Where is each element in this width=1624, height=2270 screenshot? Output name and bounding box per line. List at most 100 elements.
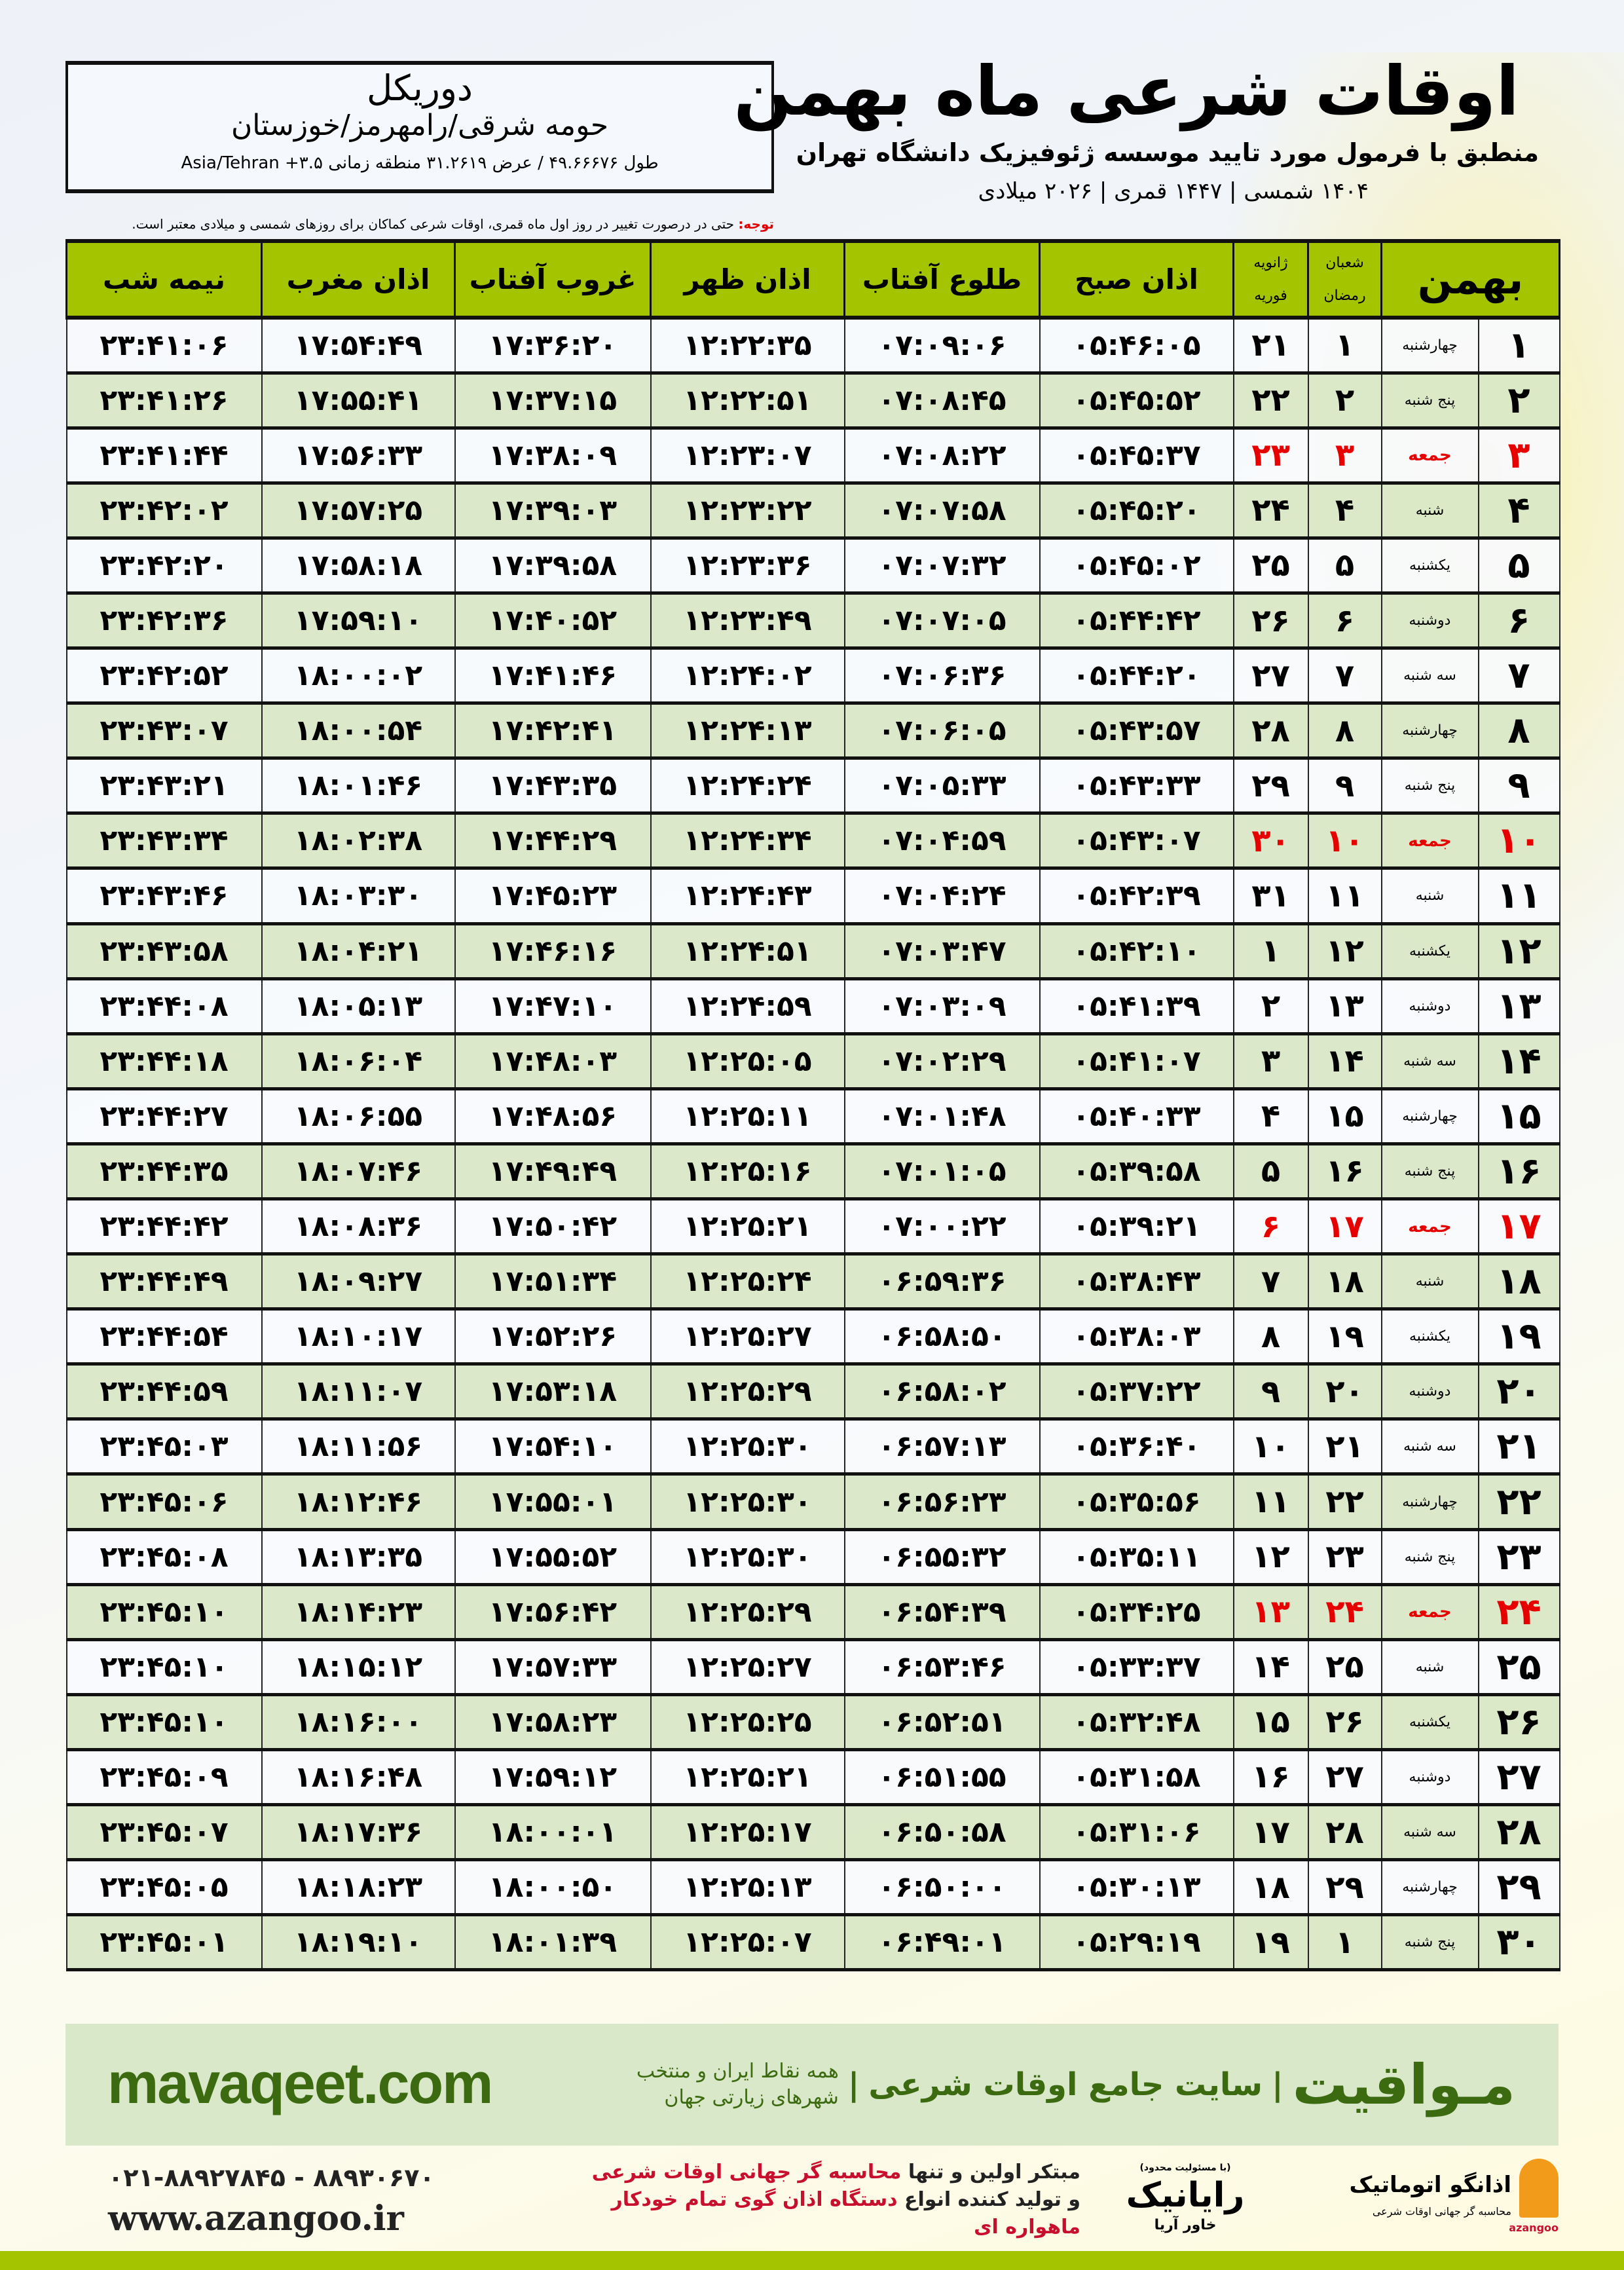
cell-midnight: ۲۳:۴۵:۰۵ bbox=[65, 1859, 263, 1917]
azangoo-url[interactable]: www.azangoo.ir bbox=[108, 2199, 404, 2239]
cell-sunset: ۱۷:۴۰:۵۲ bbox=[454, 592, 652, 650]
table-row: ۷ سه شنبه ۷ ۲۷ ۰۵:۴۴:۲۰ ۰۷:۰۶:۳۶ ۱۲:۲۴:۰۲ ۱۷:۴۱… bbox=[65, 647, 1560, 705]
table-row: ۱۷ جمعه ۱۷ ۶ ۰۵:۳۹:۲۱ ۰۷:۰۰:۲۲ ۱۲:۲۵:۲۱ ۱۷:۵۰:۴… bbox=[65, 1198, 1560, 1256]
cell-greg: ۲۳ bbox=[1232, 427, 1309, 485]
cell-day: ۲۵ bbox=[1477, 1639, 1560, 1696]
cell-midnight: ۲۳:۴۳:۲۱ bbox=[65, 757, 263, 815]
cell-greg: ۵ bbox=[1232, 1143, 1309, 1201]
cell-midnight: ۲۳:۴۱:۴۴ bbox=[65, 427, 263, 485]
cell-hijri: ۳ bbox=[1307, 427, 1382, 485]
table-row: ۲۰ دوشنبه ۲۰ ۹ ۰۵:۳۷:۲۲ ۰۶:۵۸:۰۲ ۱۲:۲۵:۲۹ ۱۷:۵۳… bbox=[65, 1363, 1560, 1421]
cell-fajr: ۰۵:۴۳:۵۷ bbox=[1039, 702, 1234, 760]
cell-sunset: ۱۷:۴۸:۰۳ bbox=[454, 1033, 652, 1090]
cell-greg: ۹ bbox=[1232, 1363, 1309, 1421]
cell-sunset: ۱۷:۳۶:۲۰ bbox=[454, 316, 652, 375]
cell-sunrise: ۰۷:۰۶:۰۵ bbox=[843, 702, 1041, 760]
cell-sunrise: ۰۷:۰۷:۵۸ bbox=[843, 482, 1041, 540]
cell-maghrib: ۱۸:۱۰:۱۷ bbox=[261, 1308, 456, 1366]
cell-fajr: ۰۵:۳۹:۲۱ bbox=[1039, 1198, 1234, 1256]
col-dhuhr: اذان ظهر bbox=[650, 239, 845, 320]
cell-weekday: پنج شنبه bbox=[1380, 1529, 1479, 1586]
cell-sunset: ۱۷:۵۱:۳۴ bbox=[454, 1253, 652, 1311]
cell-greg: ۳۰ bbox=[1232, 812, 1309, 870]
table-row: ۳ جمعه ۳ ۲۳ ۰۵:۴۵:۳۷ ۰۷:۰۸:۲۲ ۱۲:۲۳:۰۷ ۱۷:۳۸:۰۹… bbox=[65, 427, 1560, 485]
cell-greg: ۱۳ bbox=[1232, 1584, 1309, 1641]
cell-maghrib: ۱۸:۰۵:۱۳ bbox=[261, 978, 456, 1035]
cell-sunrise: ۰۶:۵۰:۰۰ bbox=[843, 1859, 1041, 1917]
cell-greg: ۲۶ bbox=[1232, 592, 1309, 650]
cell-fajr: ۰۵:۴۲:۱۰ bbox=[1039, 923, 1234, 980]
cell-sunset: ۱۸:۰۰:۵۰ bbox=[454, 1859, 652, 1917]
cell-weekday: شنبه bbox=[1380, 867, 1479, 925]
cell-midnight: ۲۳:۴۴:۰۸ bbox=[65, 978, 263, 1035]
rayanik-top: (با مسئولیت محدود) bbox=[1139, 2163, 1231, 2173]
cell-sunset: ۱۷:۵۰:۴۲ bbox=[454, 1198, 652, 1256]
cell-hijri: ۲۰ bbox=[1307, 1363, 1382, 1421]
table-row: ۲۶ یکشنبه ۲۶ ۱۵ ۰۵:۳۲:۴۸ ۰۶:۵۲:۵۱ ۱۲:۲۵:۲۵ ۱۷:۵… bbox=[65, 1694, 1560, 1751]
table-row: ۱۰ جمعه ۱۰ ۳۰ ۰۵:۴۳:۰۷ ۰۷:۰۴:۵۹ ۱۲:۲۴:۳۴ ۱۷:۴۴:… bbox=[65, 812, 1560, 870]
cell-sunrise: ۰۶:۵۱:۵۵ bbox=[843, 1749, 1041, 1807]
table-row: ۲۸ سه شنبه ۲۸ ۱۷ ۰۵:۳۱:۰۶ ۰۶:۵۰:۵۸ ۱۲:۲۵:۱۷ ۱۸:… bbox=[65, 1804, 1560, 1862]
cell-day: ۱۰ bbox=[1477, 812, 1560, 870]
cell-day: ۲۹ bbox=[1477, 1859, 1560, 1917]
note-text: حتی در درصورت تغییر در روز اول ماه قمری،… bbox=[132, 216, 739, 232]
cell-maghrib: ۱۸:۰۸:۳۶ bbox=[261, 1198, 456, 1256]
cell-fajr: ۰۵:۳۸:۴۳ bbox=[1039, 1253, 1234, 1311]
cell-midnight: ۲۳:۴۴:۴۹ bbox=[65, 1253, 263, 1311]
note: توجه: حتی در درصورت تغییر در روز اول ماه… bbox=[65, 215, 774, 233]
cell-fajr: ۰۵:۴۵:۳۷ bbox=[1039, 427, 1234, 485]
cell-fajr: ۰۵:۴۵:۵۲ bbox=[1039, 372, 1234, 430]
cell-sunset: ۱۷:۳۷:۱۵ bbox=[454, 372, 652, 430]
cell-sunrise: ۰۶:۵۷:۱۳ bbox=[843, 1418, 1041, 1476]
cell-day: ۱۹ bbox=[1477, 1308, 1560, 1366]
cell-hijri: ۹ bbox=[1307, 757, 1382, 815]
cell-weekday: چهارشنبه bbox=[1380, 1473, 1479, 1531]
mavaqeet-url[interactable]: mavaqeet.com bbox=[107, 2051, 493, 2115]
cell-maghrib: ۱۷:۵۶:۳۳ bbox=[261, 427, 456, 485]
table-row: ۱۱ شنبه ۱۱ ۳۱ ۰۵:۴۲:۳۹ ۰۷:۰۴:۲۴ ۱۲:۲۴:۴۳ ۱۷:۴۵:… bbox=[65, 867, 1560, 925]
cell-greg: ۲۱ bbox=[1232, 316, 1309, 375]
cell-dhuhr: ۱۲:۲۵:۰۷ bbox=[650, 1914, 845, 1972]
rayanik-name: رایانیک bbox=[1126, 2176, 1245, 2215]
cell-weekday: سه شنبه bbox=[1380, 647, 1479, 705]
cell-dhuhr: ۱۲:۲۵:۱۱ bbox=[650, 1088, 845, 1145]
cell-fajr: ۰۵:۴۶:۰۵ bbox=[1039, 316, 1234, 375]
cell-midnight: ۲۳:۴۵:۰۷ bbox=[65, 1804, 263, 1862]
col-hijri-bottom: رمضان bbox=[1323, 287, 1366, 304]
bottom-bar bbox=[0, 2251, 1624, 2270]
cell-maghrib: ۱۷:۵۹:۱۰ bbox=[261, 592, 456, 650]
cell-midnight: ۲۳:۴۱:۰۶ bbox=[65, 316, 263, 375]
city-name: دوریکل bbox=[367, 67, 473, 109]
cell-weekday: جمعه bbox=[1380, 1584, 1479, 1641]
cell-hijri: ۲۵ bbox=[1307, 1639, 1382, 1696]
cell-midnight: ۲۳:۴۵:۰۸ bbox=[65, 1529, 263, 1586]
cell-sunset: ۱۷:۵۷:۳۳ bbox=[454, 1639, 652, 1696]
cell-dhuhr: ۱۲:۲۵:۲۱ bbox=[650, 1198, 845, 1256]
cell-sunset: ۱۷:۴۸:۵۶ bbox=[454, 1088, 652, 1145]
brand-name: مـواقیت bbox=[1292, 2053, 1515, 2117]
promo-1a: مبتکر اولین و تنها bbox=[901, 2161, 1080, 2184]
cell-hijri: ۱ bbox=[1307, 316, 1382, 375]
cell-midnight: ۲۳:۴۲:۰۲ bbox=[65, 482, 263, 540]
cell-sunrise: ۰۷:۰۴:۲۴ bbox=[843, 867, 1041, 925]
region-name: حومه شرقی/رامهرمز/خوزستان bbox=[231, 109, 609, 142]
cell-greg: ۱۲ bbox=[1232, 1529, 1309, 1586]
cell-weekday: شنبه bbox=[1380, 1253, 1479, 1311]
cell-midnight: ۲۳:۴۵:۰۳ bbox=[65, 1418, 263, 1476]
table-row: ۱۶ پنج شنبه ۱۶ ۵ ۰۵:۳۹:۵۸ ۰۷:۰۱:۰۵ ۱۲:۲۵:۱۶ ۱۷:… bbox=[65, 1143, 1560, 1201]
cell-dhuhr: ۱۲:۲۵:۲۵ bbox=[650, 1694, 845, 1751]
cell-fajr: ۰۵:۳۷:۲۲ bbox=[1039, 1363, 1234, 1421]
cell-hijri: ۲ bbox=[1307, 372, 1382, 430]
table-row: ۱۲ یکشنبه ۱۲ ۱ ۰۵:۴۲:۱۰ ۰۷:۰۳:۴۷ ۱۲:۲۴:۵۱ ۱۷:۴۶… bbox=[65, 923, 1560, 980]
cell-maghrib: ۱۸:۰۶:۵۵ bbox=[261, 1088, 456, 1145]
cell-sunset: ۱۸:۰۰:۰۱ bbox=[454, 1804, 652, 1862]
cell-hijri: ۸ bbox=[1307, 702, 1382, 760]
col-midnight: نیمه شب bbox=[65, 239, 263, 320]
cell-hijri: ۱۶ bbox=[1307, 1143, 1382, 1201]
cell-sunset: ۱۷:۴۳:۳۵ bbox=[454, 757, 652, 815]
cell-hijri: ۱۵ bbox=[1307, 1088, 1382, 1145]
promo-text: مبتکر اولین و تنها محاسبه گر جهانی اوقات… bbox=[544, 2159, 1080, 2241]
cell-sunset: ۱۷:۴۶:۱۶ bbox=[454, 923, 652, 980]
cell-sunset: ۱۷:۳۹:۰۳ bbox=[454, 482, 652, 540]
cell-dhuhr: ۱۲:۲۳:۰۷ bbox=[650, 427, 845, 485]
